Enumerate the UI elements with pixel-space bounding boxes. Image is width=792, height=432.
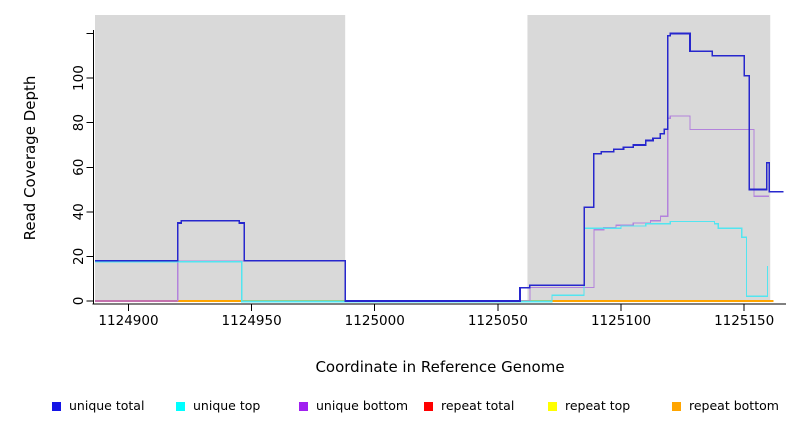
x-tick-label: 1125050 bbox=[468, 313, 528, 329]
legend-item: unique total bbox=[52, 396, 144, 416]
x-tick-label: 1125000 bbox=[345, 313, 405, 329]
y-tick-label: 60 bbox=[71, 159, 87, 176]
legend-label: unique total bbox=[69, 398, 145, 413]
legend-swatch bbox=[548, 401, 557, 411]
legend-swatch bbox=[672, 401, 681, 411]
legend-label: repeat total bbox=[441, 398, 515, 413]
legend-item: repeat bottom bbox=[672, 396, 779, 416]
legend-item: repeat top bbox=[548, 396, 630, 416]
y-tick-label: 20 bbox=[71, 248, 87, 265]
y-tick-label: 40 bbox=[71, 203, 87, 220]
y-tick-label: 0 bbox=[71, 297, 87, 306]
y-tick-label: 100 bbox=[71, 65, 87, 91]
legend-label: unique top bbox=[193, 398, 261, 413]
y-tick-label: 80 bbox=[71, 114, 87, 131]
legend-swatch bbox=[424, 401, 433, 411]
legend-item: repeat total bbox=[424, 396, 514, 416]
axes: 1124900 1124950 1125000 1125050 1125100 11251… bbox=[71, 30, 786, 329]
legend-label: unique bottom bbox=[316, 398, 409, 413]
legend-swatch bbox=[52, 401, 61, 411]
coverage-series-lines bbox=[95, 32, 784, 303]
shaded-regions bbox=[95, 15, 771, 302]
x-tick-label: 1124900 bbox=[98, 313, 158, 329]
legend-label: repeat bottom bbox=[689, 398, 779, 413]
legend: unique total unique top unique bottom repea… bbox=[0, 396, 792, 422]
x-tick-label: 1124950 bbox=[222, 313, 282, 329]
legend-swatch bbox=[176, 401, 185, 411]
shaded-band bbox=[527, 15, 771, 302]
x-axis-title: Coordinate in Reference Genome bbox=[315, 358, 564, 376]
legend-swatch bbox=[299, 401, 308, 411]
legend-item: unique bottom bbox=[299, 396, 408, 416]
x-tick-label: 1125150 bbox=[714, 313, 774, 329]
x-tick-label: 1125100 bbox=[591, 313, 651, 329]
shaded-band bbox=[95, 15, 346, 302]
legend-item: unique top bbox=[176, 396, 260, 416]
series-line-unique-total bbox=[95, 32, 784, 302]
legend-label: repeat top bbox=[565, 398, 631, 413]
y-axis-title: Read Coverage Depth bbox=[21, 76, 39, 241]
series-line-unique-top bbox=[95, 220, 769, 303]
